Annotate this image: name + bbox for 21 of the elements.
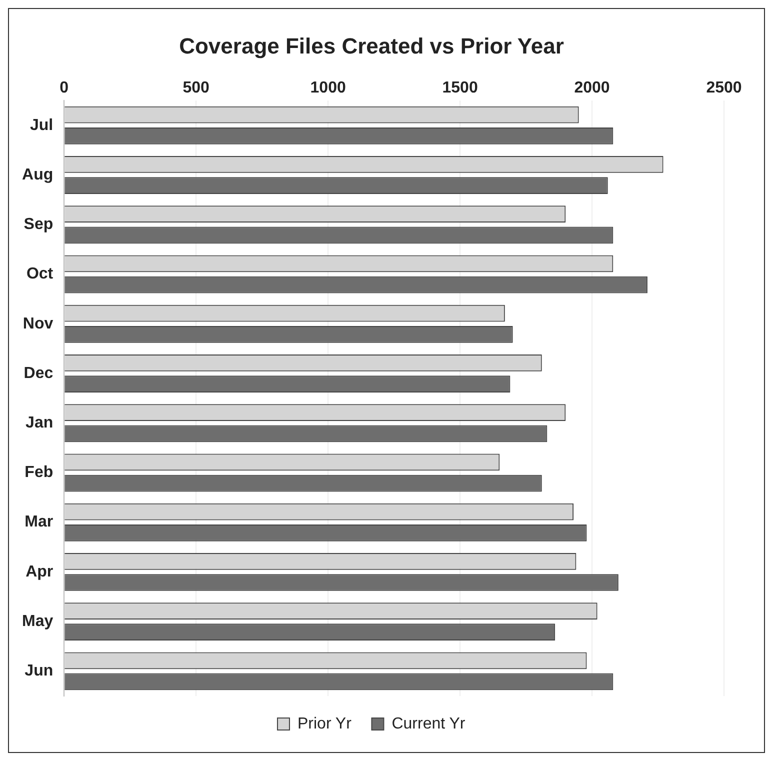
legend-label: Prior Yr [297, 715, 352, 732]
x-tick-label: 500 [182, 79, 210, 96]
y-tick-label: Oct [26, 266, 54, 283]
x-tick-label: 0 [60, 79, 69, 96]
x-tick-label: 1500 [442, 79, 478, 96]
y-tick-label: Aug [22, 166, 54, 184]
y-tick-label: Nov [22, 315, 54, 332]
y-tick-label: Jul [30, 116, 54, 134]
x-tick-label: 1000 [310, 79, 346, 96]
legend-label: Current Yr [392, 715, 466, 732]
y-tick-label: Dec [24, 364, 54, 382]
y-tick-label: Jan [26, 414, 54, 432]
y-tick-label: Apr [26, 563, 54, 580]
y-tick-label: Jun [24, 662, 54, 680]
y-tick-label: Mar [24, 514, 54, 531]
y-tick-label: May [22, 612, 54, 630]
y-tick-label: Sep [24, 216, 54, 234]
x-tick-label: 2000 [574, 79, 610, 96]
chart-title: Coverage Files Created vs Prior Year [179, 33, 564, 58]
y-tick-label: Feb [24, 464, 54, 482]
x-tick-label: 2500 [706, 79, 742, 96]
